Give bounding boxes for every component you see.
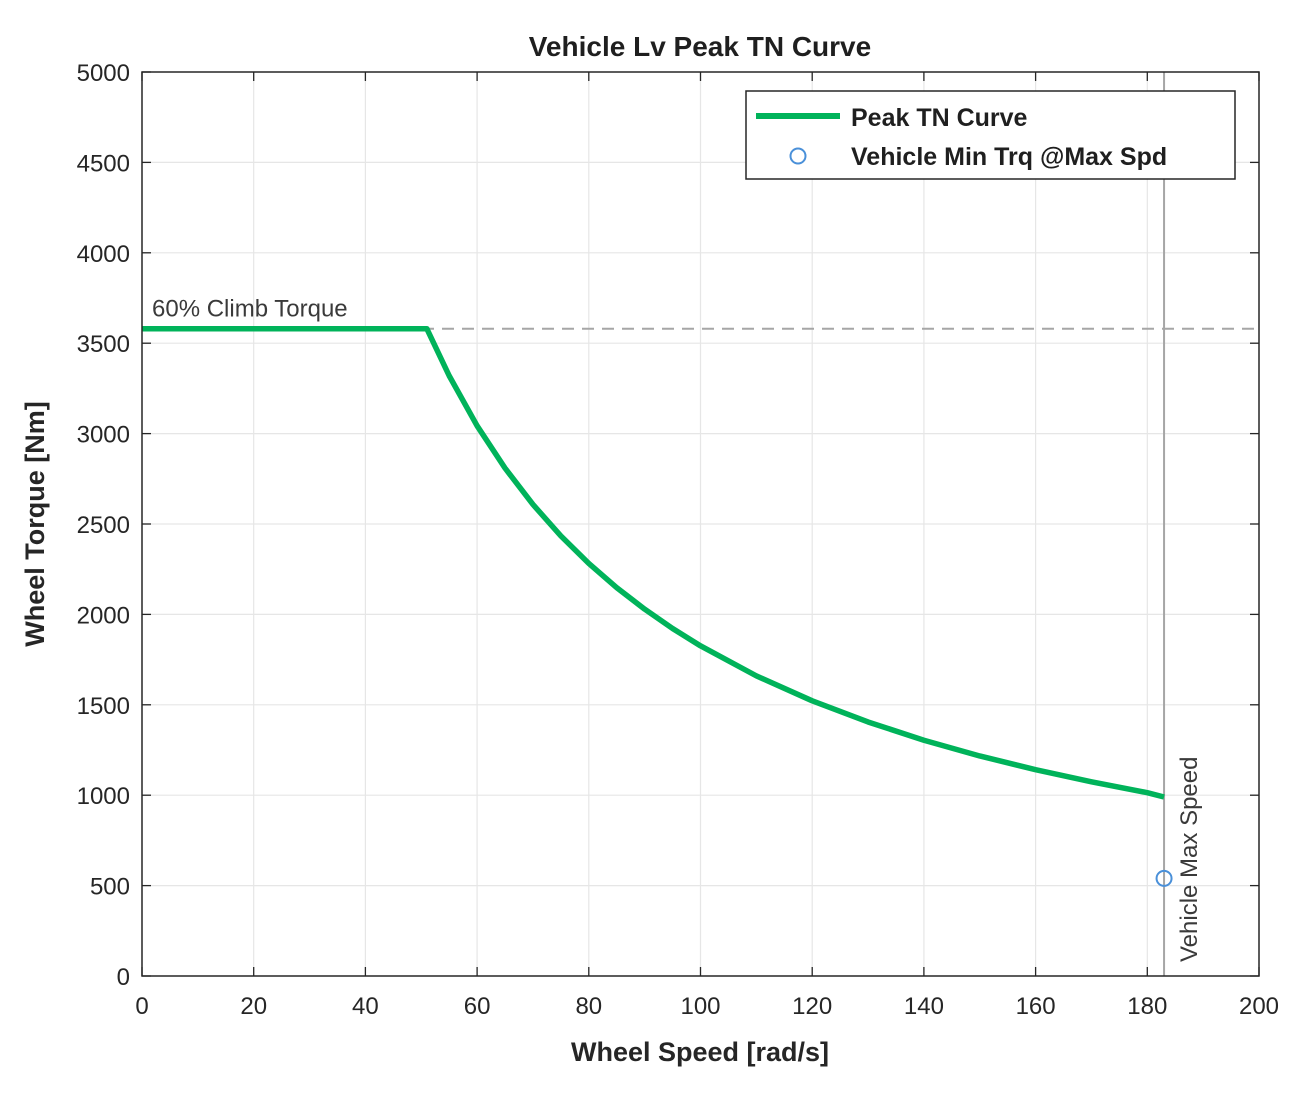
y-tick-label: 4000 <box>77 241 130 268</box>
y-tick-label: 0 <box>117 964 130 991</box>
x-tick-label: 160 <box>1016 993 1056 1020</box>
x-tick-label: 20 <box>240 993 267 1020</box>
legend-box <box>745 90 1236 180</box>
series-layer <box>142 325 1173 887</box>
x-tick-label: 180 <box>1127 993 1167 1020</box>
y-tick-label: 2000 <box>77 602 130 629</box>
y-tick-label: 500 <box>90 874 130 901</box>
y-tick-label: 4500 <box>77 150 130 177</box>
legend-marker-swatch <box>789 147 807 165</box>
max-speed-label: Vehicle Max Speed <box>1176 757 1203 962</box>
climb-torque-label: 60% Climb Torque <box>152 296 348 323</box>
legend-entry-vehicle-min-trq: Vehicle Min Trq @Max Spd <box>851 143 1167 171</box>
x-tick-label: 80 <box>575 993 602 1020</box>
x-tick-label: 40 <box>352 993 379 1020</box>
legend-entry-peak-tn-curve: Peak TN Curve <box>851 104 1028 132</box>
data-point-min-trq-max-spd <box>1155 869 1173 887</box>
legend: Peak TN Curve Vehicle Min Trq @Max Spd <box>745 90 1236 180</box>
x-tick-label: 120 <box>792 993 832 1020</box>
grid <box>142 72 1259 976</box>
x-tick-label: 200 <box>1239 993 1279 1020</box>
y-tick-label: 3500 <box>77 331 130 358</box>
y-axis-label: Wheel Torque [Nm] <box>20 401 50 647</box>
y-tick-label: 5000 <box>77 60 130 87</box>
x-tick-label: 100 <box>680 993 720 1020</box>
chart-title: Vehicle Lv Peak TN Curve <box>529 31 871 62</box>
series-line-peak-tn-curve <box>142 325 1165 800</box>
x-tick-label: 140 <box>904 993 944 1020</box>
x-tick-label: 60 <box>464 993 491 1020</box>
x-axis-label: Wheel Speed [rad/s] <box>571 1037 829 1067</box>
x-tick-label: 0 <box>135 993 148 1020</box>
y-tick-label: 3000 <box>77 422 130 449</box>
axis-ticks: 0 20 40 60 80 100 120 140 160 180 2000500100015002… <box>77 60 1279 1020</box>
y-tick-label: 1500 <box>77 693 130 720</box>
y-tick-label: 2500 <box>77 512 130 539</box>
y-tick-label: 1000 <box>77 783 130 810</box>
